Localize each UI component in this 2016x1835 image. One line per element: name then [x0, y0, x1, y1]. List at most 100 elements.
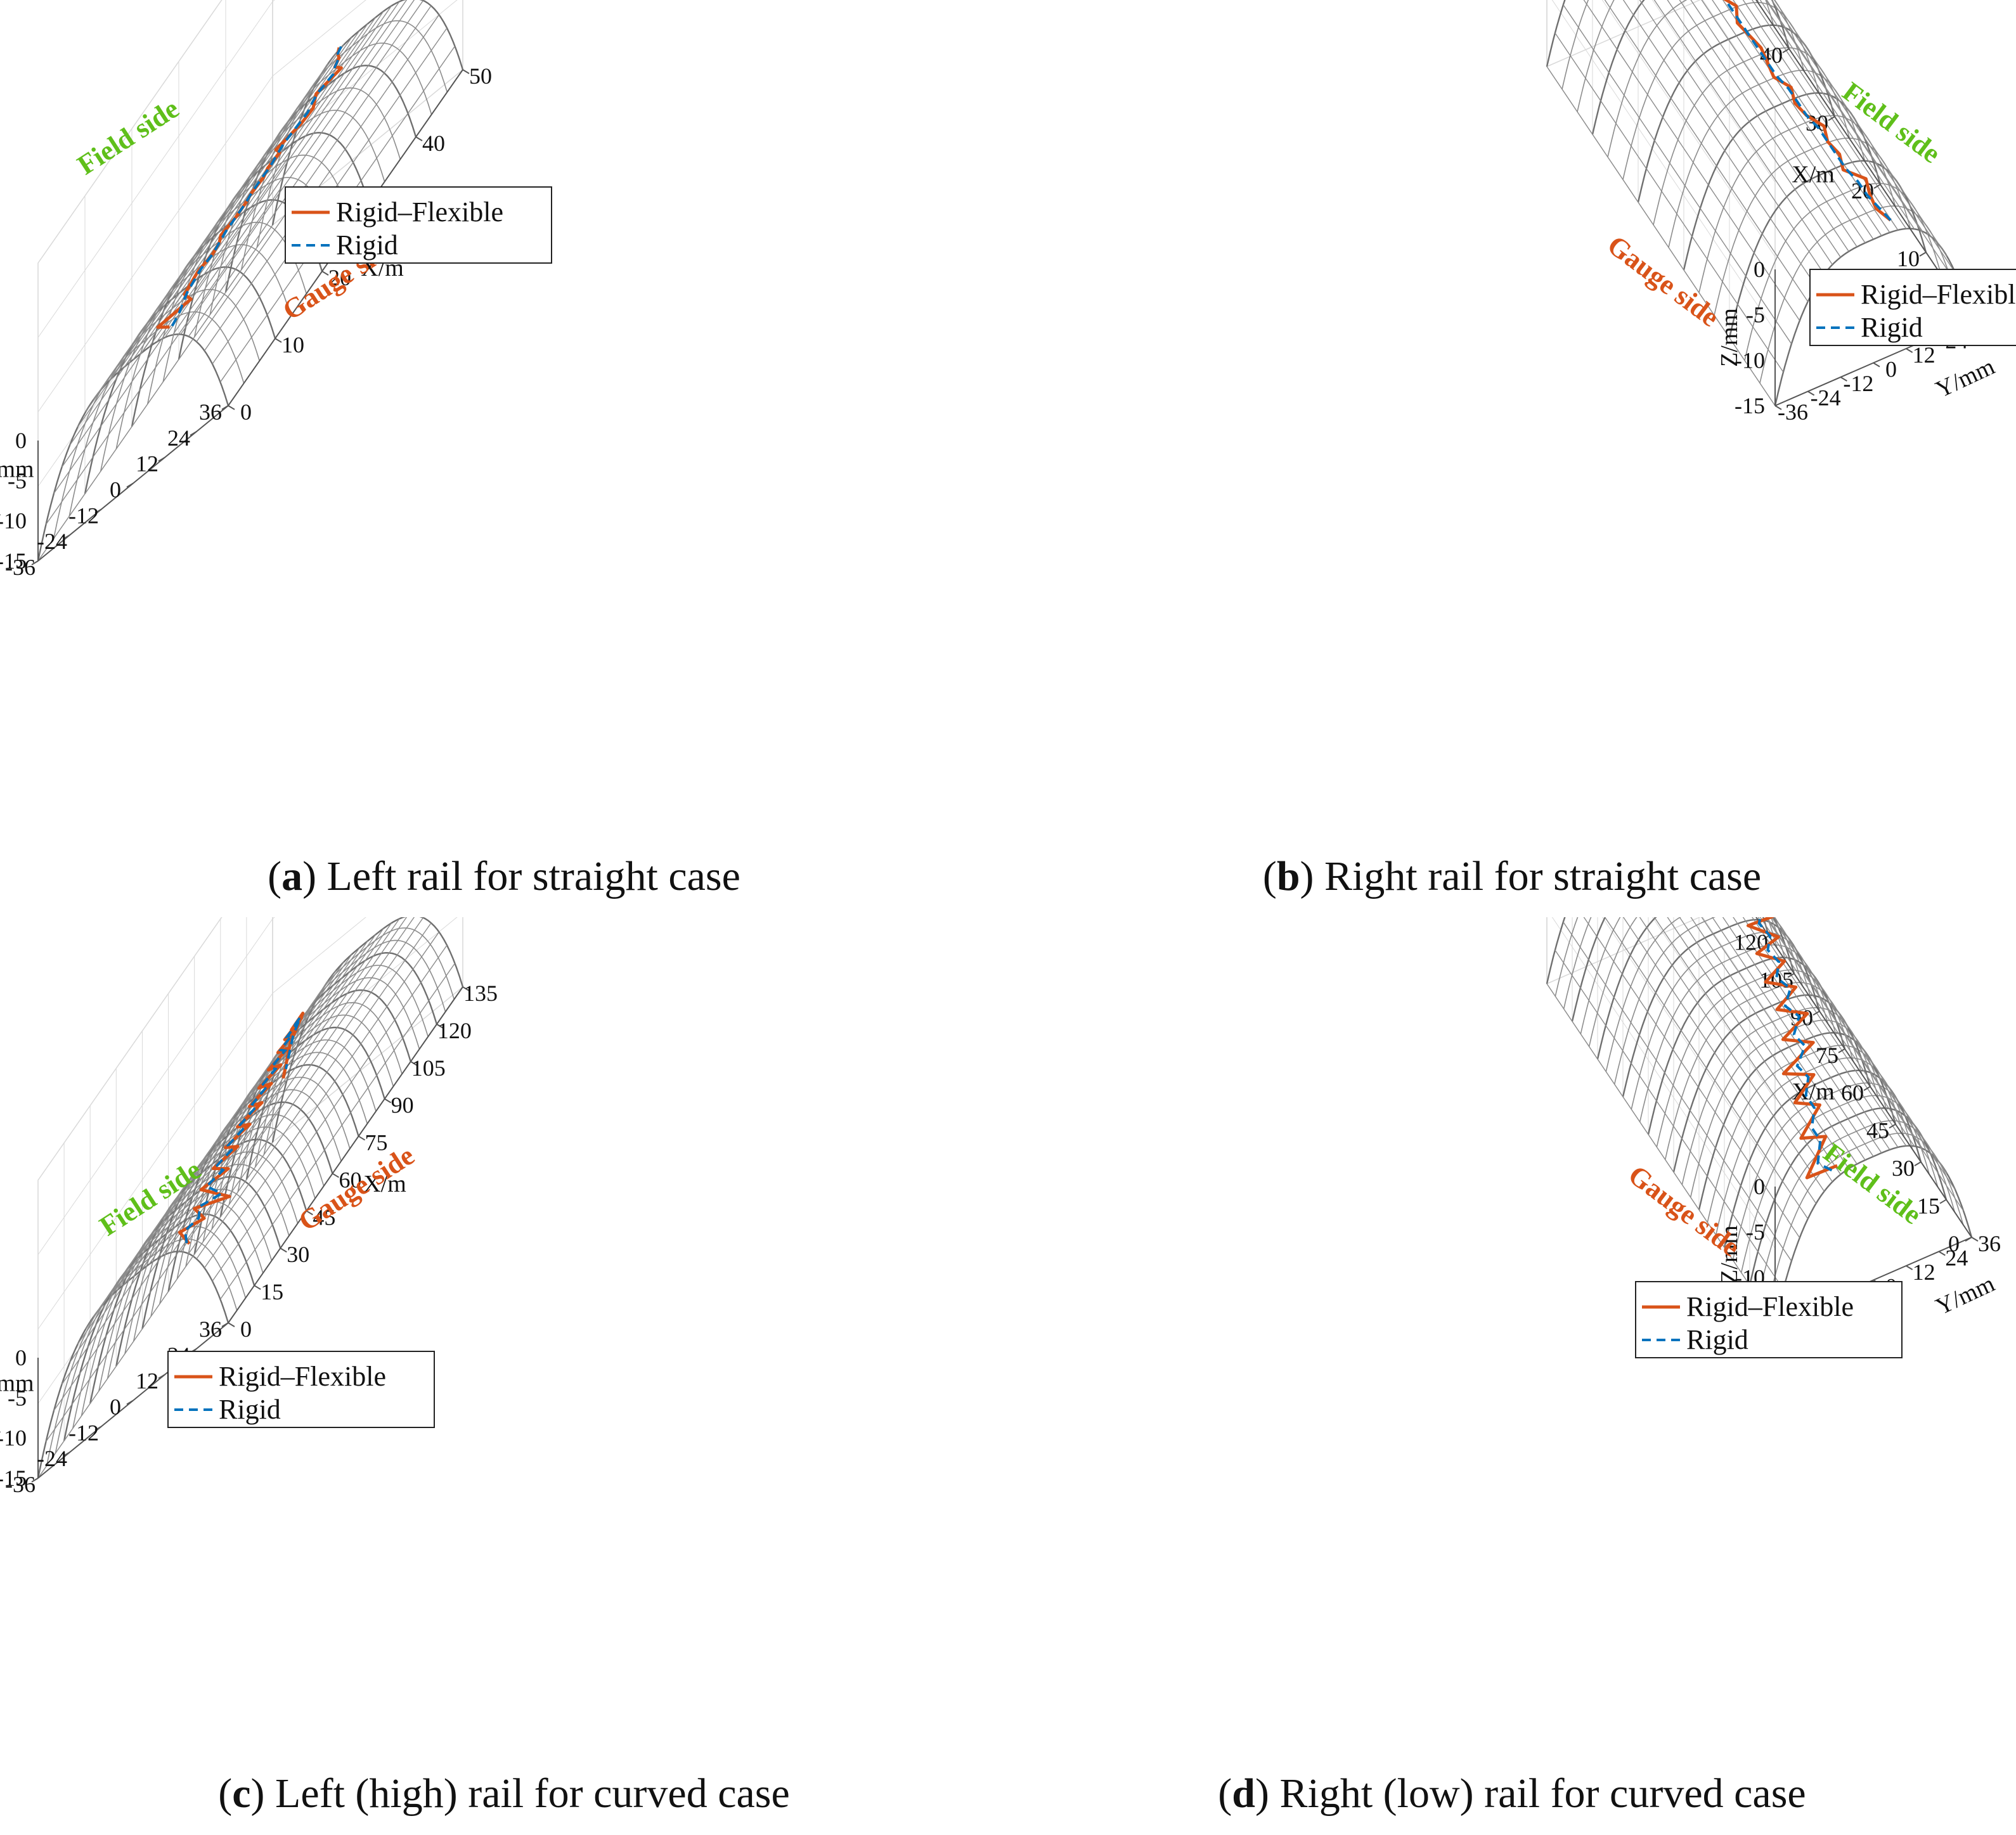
x-tick: [332, 1173, 339, 1178]
y-tick-label: 0: [1885, 357, 1897, 382]
surface-longitudinal: [45, 1105, 281, 1442]
y-tick-label: 36: [199, 1317, 222, 1342]
x-tick-label: 0: [240, 399, 252, 425]
y-tick: [1971, 1237, 1979, 1242]
surface-longitudinal: [45, 188, 281, 525]
surface-longitudinal: [1604, 0, 1809, 302]
series-rigid-line: [171, 44, 344, 327]
wall-grid-z: [1651, 917, 1776, 1100]
y-axis-label: Y/mm: [1932, 353, 1999, 403]
caption-text: Right rail for straight case: [1324, 853, 1762, 899]
surface-longitudinal: [1759, 0, 1915, 229]
z-tick-label: -5: [1746, 302, 1765, 328]
chart-a: -36-24-120122436010203040500-5-10-15X/mY…: [0, 0, 552, 580]
caption-letter: c: [232, 1770, 251, 1817]
surface-longitudinal: [1701, 917, 1866, 1161]
y-tick-label: 12: [136, 451, 158, 477]
x-tick-label: 45: [1866, 1118, 1889, 1143]
surface-longitudinal: [1563, 922, 1792, 1261]
caption-letter: d: [1232, 1770, 1255, 1817]
field-side-label: Field side: [72, 93, 184, 181]
surface-longitudinal: [156, 5, 392, 342]
surface-longitudinal: [1554, 32, 1784, 373]
surface-longitudinal: [1774, 0, 1948, 257]
surface-longitudinal: [1766, 917, 1923, 1149]
surface-longitudinal: [1667, 0, 1841, 258]
x-axis-line: [1755, 917, 1972, 1238]
surface-longitudinal: [1752, 0, 1907, 229]
panel-b: -36-24-120122436010203040500-5-10-15X/mY…: [1008, 0, 2016, 917]
x-tick: [1762, 935, 1769, 941]
x-tick: [358, 1135, 366, 1141]
panel-a: -36-24-120122436010203040500-5-10-15X/mY…: [0, 0, 1008, 917]
surface-longitudinal: [117, 37, 352, 373]
x-axis-line: [1755, 0, 1972, 321]
x-tick-label: 20: [328, 265, 351, 290]
y-tick: [94, 1426, 102, 1431]
y-tick: [63, 1452, 70, 1457]
wall-grid-z: [37, 918, 273, 1255]
back-wall-x: [37, 0, 273, 563]
surface-longitudinal: [1679, 0, 1849, 252]
surface-longitudinal: [37, 1142, 273, 1479]
surface-longitudinal: [1639, 0, 1825, 274]
y-axis-label: Y/mm: [0, 456, 34, 483]
wall-grid-z: [1601, 917, 1776, 1175]
y-tick-label: -24: [37, 529, 67, 554]
y-tick: [221, 405, 229, 410]
y-tick-label: -12: [68, 503, 99, 528]
surface-longitudinal: [1653, 0, 1833, 265]
legend-box: [285, 186, 552, 264]
surface-longitudinal: [132, 941, 368, 1277]
z-tick-label: -10: [1735, 347, 1765, 373]
caption-text: Right (low) rail for curved case: [1279, 1770, 1806, 1817]
y-axis-label: Y/mm: [1932, 1270, 1999, 1320]
surface-longitudinal: [53, 157, 289, 494]
y-tick: [94, 508, 102, 514]
wall-grid-z: [1551, 917, 1776, 1249]
z-tick-label: 0: [15, 1345, 27, 1370]
y-tick: [1774, 405, 1782, 410]
x-tick-label: 105: [411, 1055, 446, 1081]
surface-longitudinal: [108, 44, 345, 381]
surface-arch: [1554, 917, 1579, 996]
surface-longitudinal: [1546, 983, 1776, 1323]
caption-d: (d) Right (low) rail for curved case: [1218, 1770, 1806, 1817]
chart-c: -36-24-12012243601530456075901051201350-…: [0, 917, 498, 1497]
x-tick: [410, 1060, 418, 1066]
surface-longitudinal: [1712, 917, 1874, 1157]
x-tick-label: 90: [391, 1093, 414, 1118]
x-tick: [1838, 1048, 1845, 1053]
x-tick: [1914, 1161, 1922, 1166]
z-tick-label: -10: [0, 1426, 27, 1451]
legend-rigid-label: Rigid: [336, 229, 398, 261]
surface-longitudinal: [156, 922, 392, 1259]
surface-longitudinal: [212, 944, 448, 1282]
x-tick: [321, 271, 329, 276]
x-tick-label: 40: [422, 131, 445, 156]
x-tick: [384, 1098, 392, 1104]
y-tick: [126, 482, 134, 488]
x-tick-label: 0: [1948, 1231, 1960, 1256]
surface-longitudinal: [172, 0, 408, 335]
y-tick: [1906, 1265, 1913, 1270]
surface-longitudinal: [1653, 917, 1833, 1182]
legend-rigid-flexible-label: Rigid–Flexible: [1861, 279, 2016, 310]
y-tick: [1807, 390, 1815, 396]
y-tick: [158, 456, 165, 462]
surface-longitudinal: [93, 63, 329, 400]
back-wall-y: [1546, 917, 1701, 985]
z-tick-label: -15: [0, 548, 27, 574]
x-axis-label: X/m: [1792, 1079, 1835, 1105]
x-tick: [1863, 1086, 1871, 1091]
legend-rigid-label: Rigid: [1686, 1324, 1748, 1355]
surface-longitudinal: [204, 14, 440, 351]
surface-longitudinal: [188, 0, 424, 337]
y-tick-label: -36: [5, 1472, 36, 1497]
surface-longitudinal: [1604, 917, 1809, 1220]
surface-longitudinal: [1690, 0, 1858, 247]
x-tick: [228, 1322, 235, 1327]
x-tick: [1782, 48, 1790, 53]
y-axis-label: Y/mm: [0, 1370, 34, 1397]
wall-grid-z: [272, 0, 366, 77]
